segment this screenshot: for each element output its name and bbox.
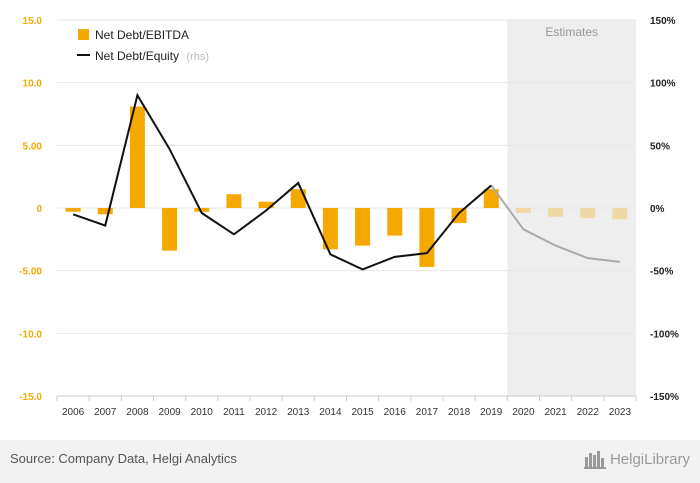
logo-text: HelgiLibrary bbox=[609, 450, 690, 468]
y-left-tick-label: -5.00 bbox=[19, 267, 42, 278]
x-tick-label: 2015 bbox=[351, 407, 374, 418]
x-tick-label: 2009 bbox=[158, 407, 181, 418]
x-tick-label: 2014 bbox=[319, 407, 342, 418]
x-axis: 2006 2007 2008 2009 2010 2011 2012 2013 2014 2015… bbox=[56, 395, 637, 418]
x-tick-label: 2019 bbox=[480, 407, 503, 418]
y-left-tick-label: 0 bbox=[36, 204, 42, 215]
bar-2006 bbox=[65, 208, 81, 212]
x-tick-label: 2018 bbox=[448, 407, 471, 418]
bar-2009 bbox=[162, 208, 178, 251]
x-tick-label: 2012 bbox=[255, 407, 278, 418]
helgi-library-logo: HelgiLibrary bbox=[583, 449, 690, 469]
x-tick-label: 2020 bbox=[512, 407, 535, 418]
bar-2016 bbox=[387, 208, 403, 236]
x-tick-label: 2016 bbox=[384, 407, 407, 418]
footer: Source: Company Data, Helgi Analytics He… bbox=[0, 440, 700, 483]
y-right-tick-label: 50% bbox=[650, 141, 670, 152]
x-tick-label: 2022 bbox=[577, 407, 600, 418]
y-left-tick-label: 15.0 bbox=[23, 16, 43, 27]
chart: Estimates 15.0 10.0 5.00 0 -5.00 -10.0 -15.0 1… bbox=[19, 16, 679, 418]
y-right-tick-label: -150% bbox=[650, 392, 679, 403]
x-tick-label: 2010 bbox=[191, 407, 214, 418]
y-left-tick-label: 10.0 bbox=[23, 79, 43, 90]
left-axis: 15.0 10.0 5.00 0 -5.00 -10.0 -15.0 bbox=[19, 16, 42, 403]
bar-series bbox=[65, 106, 628, 267]
x-tick-label: 2007 bbox=[94, 407, 117, 418]
bar-2019 bbox=[483, 189, 499, 208]
legend-label-equity-suffix: (rhs) bbox=[186, 51, 209, 63]
bar-2017 bbox=[419, 208, 435, 267]
line-series bbox=[72, 92, 621, 271]
bar-2020 bbox=[515, 208, 531, 214]
right-axis: 150% 100% 50% 0% -50% -100% -150% bbox=[650, 16, 679, 403]
legend-label-equity-name: Net Debt/Equity bbox=[95, 49, 179, 63]
y-right-tick-label: 0% bbox=[650, 204, 665, 215]
y-left-tick-label: -15.0 bbox=[19, 392, 42, 403]
bar-2011 bbox=[226, 194, 242, 208]
y-left-tick-label: -10.0 bbox=[19, 329, 42, 340]
library-icon bbox=[583, 451, 606, 469]
bar-2008 bbox=[129, 106, 145, 208]
legend: Net Debt/EBITDA Net Debt/Equity (rhs) bbox=[77, 28, 209, 63]
bar-2021 bbox=[548, 208, 564, 217]
x-tick-label: 2011 bbox=[223, 407, 245, 418]
bar-2023 bbox=[612, 208, 628, 220]
legend-label-equity: Net Debt/Equity (rhs) bbox=[95, 49, 209, 63]
source-text: Source: Company Data, Helgi Analytics bbox=[10, 451, 237, 466]
x-tick-label: 2017 bbox=[416, 407, 439, 418]
estimates-label: Estimates bbox=[545, 25, 598, 39]
bar-2012 bbox=[258, 201, 274, 208]
bar-2014 bbox=[322, 208, 338, 250]
y-right-tick-label: -50% bbox=[650, 267, 673, 278]
legend-label-ebitda: Net Debt/EBITDA bbox=[95, 28, 189, 42]
line-estimates bbox=[490, 184, 621, 263]
y-right-tick-label: 100% bbox=[650, 79, 676, 90]
bar-2015 bbox=[355, 208, 371, 246]
bar-2007 bbox=[97, 208, 113, 215]
x-tick-label: 2013 bbox=[287, 407, 310, 418]
x-tick-label: 2008 bbox=[126, 407, 149, 418]
x-tick-label: 2023 bbox=[609, 407, 632, 418]
bar-2010 bbox=[194, 208, 210, 212]
x-tick-label: 2006 bbox=[62, 407, 85, 418]
y-right-tick-label: 150% bbox=[650, 16, 676, 27]
legend-swatch-bar bbox=[78, 29, 89, 40]
y-left-tick-label: 5.00 bbox=[23, 141, 43, 152]
bar-2013 bbox=[290, 189, 306, 208]
x-tick-label: 2021 bbox=[544, 407, 567, 418]
bar-2022 bbox=[580, 208, 596, 219]
y-right-tick-label: -100% bbox=[650, 329, 679, 340]
line-actual bbox=[72, 92, 492, 271]
